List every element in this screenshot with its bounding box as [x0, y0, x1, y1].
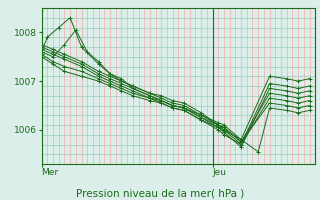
Text: Pression niveau de la mer( hPa ): Pression niveau de la mer( hPa )	[76, 188, 244, 198]
